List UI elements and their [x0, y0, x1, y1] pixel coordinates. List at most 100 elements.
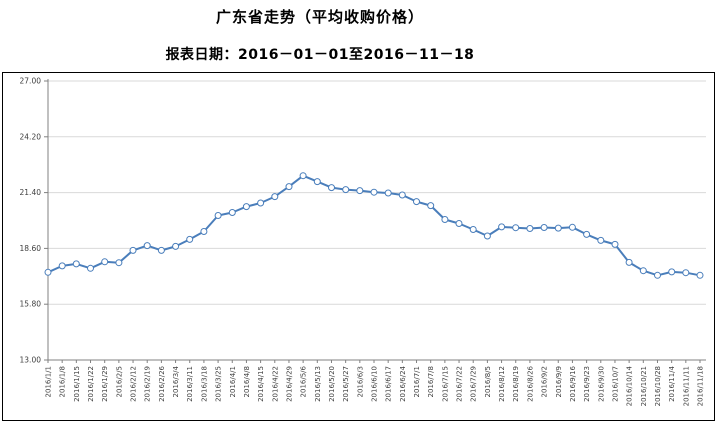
y-tick-label: 24.20 — [20, 132, 42, 141]
data-point-marker — [483, 232, 491, 240]
x-tick-label: 2016/1/15 — [73, 366, 81, 402]
data-point-marker — [568, 223, 576, 231]
data-point-marker — [554, 224, 562, 232]
data-point-marker — [143, 242, 151, 250]
data-point-marker — [257, 199, 265, 207]
x-tick-label: 2016/7/29 — [470, 366, 478, 402]
x-tick-label: 2016/9/2 — [541, 366, 549, 397]
y-tick-label: 15.80 — [20, 300, 42, 309]
x-tick-label: 2016/8/12 — [498, 366, 506, 402]
x-tick-label: 2016/7/15 — [441, 366, 449, 402]
x-tick-label: 2016/2/5 — [115, 366, 123, 397]
data-point-marker — [696, 271, 704, 279]
data-point-marker — [611, 240, 619, 248]
x-tick-label: 2016/5/6 — [300, 365, 308, 397]
data-point-marker — [328, 184, 335, 192]
x-tick-label: 2016/2/12 — [130, 366, 138, 402]
data-point-marker — [271, 193, 279, 201]
x-tick-label: 2016/4/22 — [271, 366, 279, 402]
data-point-marker — [186, 235, 194, 243]
data-point-marker — [58, 262, 66, 270]
data-point-marker — [398, 191, 406, 199]
data-point-marker — [72, 260, 80, 268]
x-tick-label: 2016/4/15 — [257, 366, 265, 402]
x-tick-label: 2016/5/13 — [314, 366, 322, 402]
x-tick-label: 2016/6/3 — [356, 366, 364, 397]
data-point-marker — [526, 225, 534, 232]
x-tick-label: 2016/3/11 — [186, 366, 194, 402]
x-tick-label: 2016/10/7 — [611, 366, 619, 402]
data-point-marker — [469, 226, 477, 233]
y-tick-label: 18.60 — [20, 244, 42, 253]
data-point-marker — [299, 172, 307, 180]
data-point-marker — [583, 230, 591, 238]
x-tick-label: 2016/6/10 — [371, 366, 379, 402]
data-point-marker — [540, 224, 548, 231]
report-date-range: 报表日期：2016－01－01至2016－11－18 — [165, 47, 475, 63]
data-point-marker — [427, 202, 435, 210]
data-point-marker — [242, 203, 250, 211]
x-tick-label: 2016/11/4 — [668, 365, 676, 401]
data-point-marker — [441, 216, 449, 223]
data-point-marker — [654, 271, 661, 279]
y-tick-label: 21.40 — [20, 188, 42, 197]
data-point-marker — [87, 264, 94, 272]
x-tick-label: 2016/11/11 — [682, 366, 690, 406]
x-tick-label: 2016/10/28 — [654, 366, 662, 406]
data-point-marker — [172, 242, 180, 250]
data-point-marker — [370, 188, 378, 196]
data-point-marker — [639, 267, 647, 275]
y-tick-label: 13.00 — [20, 356, 42, 365]
x-tick-label: 2016/1/1 — [45, 366, 53, 397]
data-point-marker — [625, 258, 633, 266]
x-tick-label: 2016/10/21 — [640, 366, 648, 406]
x-tick-label: 2016/10/14 — [626, 365, 634, 406]
data-point-marker — [157, 246, 165, 254]
data-point-marker — [200, 228, 208, 235]
data-point-marker — [498, 223, 506, 231]
data-point-marker — [384, 189, 392, 197]
x-tick-label: 2016/6/24 — [399, 365, 407, 401]
data-point-marker — [214, 212, 222, 219]
x-tick-label: 2016/4/1 — [229, 366, 237, 397]
x-tick-label: 2016/8/26 — [526, 365, 534, 401]
x-tick-label: 2016/1/22 — [87, 366, 95, 402]
x-tick-label: 2016/7/22 — [456, 366, 464, 402]
x-tick-label: 2016/7/1 — [413, 366, 421, 397]
data-point-marker — [597, 236, 605, 244]
data-point-marker — [44, 268, 52, 276]
x-tick-label: 2016/3/4 — [172, 365, 180, 397]
data-point-marker — [115, 259, 123, 267]
data-point-marker — [455, 220, 463, 227]
data-point-marker — [682, 269, 690, 277]
x-tick-label: 2016/4/29 — [285, 366, 293, 402]
x-tick-label: 2016/2/19 — [144, 366, 152, 402]
x-tick-label: 2016/5/20 — [328, 366, 336, 402]
x-tick-label: 2016/8/19 — [512, 366, 520, 402]
y-tick-label: 27.00 — [20, 77, 42, 86]
data-point-marker — [285, 183, 293, 191]
data-point-marker — [668, 268, 676, 276]
x-tick-label: 2016/1/29 — [101, 366, 109, 402]
x-tick-label: 2016/6/17 — [385, 366, 393, 402]
x-tick-label: 2016/9/30 — [597, 366, 605, 402]
x-tick-label: 2016/1/8 — [59, 366, 67, 397]
x-tick-label: 2016/4/8 — [243, 366, 251, 397]
x-tick-label: 2016/3/18 — [200, 366, 208, 402]
data-point-marker — [512, 224, 520, 232]
chart-container: 27.00 24.20 21.40 18.60 15.80 13.00 2016/1/1 20… — [2, 72, 715, 421]
x-tick-label: 2016/8/5 — [484, 366, 492, 397]
x-tick-label: 2016/11/18 — [697, 366, 705, 406]
data-point-marker — [313, 178, 321, 186]
x-tick-label: 2016/9/16 — [569, 365, 577, 401]
x-tick-label: 2016/9/9 — [555, 366, 563, 397]
data-point-marker — [413, 198, 420, 206]
data-point-marker — [129, 246, 137, 254]
x-tick-label: 2016/7/8 — [427, 366, 435, 397]
x-tick-label: 2016/9/23 — [583, 366, 591, 402]
chart-title: 广东省走势（平均收购价格） — [215, 8, 424, 26]
x-tick-label: 2016/5/27 — [342, 366, 350, 402]
data-point-marker — [228, 209, 236, 216]
x-tick-label: 2016/3/25 — [215, 366, 223, 402]
